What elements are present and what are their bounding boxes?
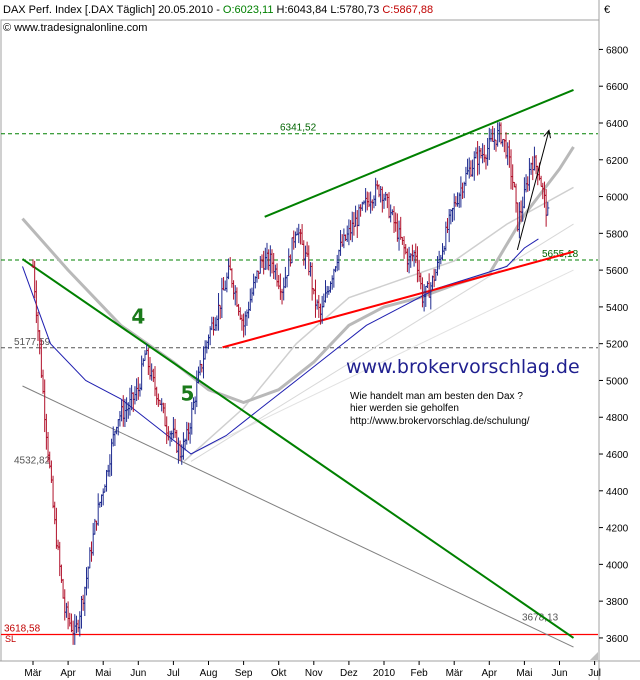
forecast-arrow [516, 130, 550, 251]
header-high-low: H:6043,84 L:5780,73 [273, 4, 382, 16]
time-axis-labels: Mär Apr Mai Jun Jul Aug Sep Okt Nov Dez 2010 Feb Mär… [24, 661, 601, 679]
level-label: 4532,82 [14, 455, 51, 466]
trend-line [21, 258, 575, 639]
note-line-1: Wie handelt man am besten den Dax ? [350, 391, 523, 402]
ma-gray-faint [190, 269, 574, 455]
level-label: 3618,58 [4, 624, 41, 635]
trend-lines [21, 88, 575, 648]
x-tick-label: Dez [340, 668, 358, 679]
header-title: DAX Perf. Index [.DAX Täglich] 20.05.201… [3, 4, 223, 16]
level-label: 6341,52 [280, 123, 317, 134]
wave-label: 5 [180, 382, 194, 406]
x-tick-label: Nov [305, 668, 323, 679]
trend-line [22, 385, 574, 648]
x-tick-label: Apr [60, 668, 76, 679]
arrow-head-icon [543, 129, 551, 139]
x-tick-label: Apr [482, 668, 498, 679]
y-tick-label: 4200 [606, 524, 629, 535]
x-tick-label: Mär [446, 668, 464, 679]
x-tick-label: Jul [167, 668, 180, 679]
y-tick-label: 5800 [606, 229, 629, 240]
chart-header: DAX Perf. Index [.DAX Täglich] 20.05.201… [3, 4, 433, 16]
y-tick-label: 4800 [606, 413, 629, 424]
note-line-2: hier werden sie geholfen [350, 403, 459, 414]
x-tick-label: Jul [588, 668, 601, 679]
y-tick-label: 4600 [606, 450, 629, 461]
price-axis-ticks: 3600 3800 4000 4200 4400 4600 4800 5000 5200 5400… [599, 45, 629, 645]
x-tick-label: Feb [410, 668, 428, 679]
wave-label: 4 [131, 304, 145, 328]
x-tick-label: Jun [130, 668, 146, 679]
y-tick-label: 4000 [606, 560, 629, 571]
ma-gray-mid [183, 186, 574, 462]
y-tick-label: 6600 [606, 82, 629, 93]
note-line-3: http://www.brokervorschlag.de/schulung/ [350, 416, 530, 427]
y-tick-label: 3800 [606, 597, 629, 608]
resize-grip-icon[interactable] [590, 652, 598, 660]
y-tick-label: 5000 [606, 376, 629, 387]
x-tick-label: Okt [271, 668, 287, 679]
header-open: O:6023,11 [223, 4, 274, 16]
trend-line [222, 250, 574, 349]
x-tick-label: Jun [551, 668, 567, 679]
header-close: C:5867,88 [382, 4, 433, 16]
x-tick-label: Mai [516, 668, 532, 679]
y-tick-label: 4400 [606, 487, 629, 498]
y-tick-label: 6800 [606, 45, 629, 56]
y-tick-label: 6400 [606, 119, 629, 130]
trend-line [264, 88, 574, 218]
y-tick-label: 6200 [606, 156, 629, 167]
level-label: 3678,13 [522, 613, 559, 624]
level-label: 5177,59 [14, 337, 51, 348]
x-tick-label: Aug [200, 668, 218, 679]
x-tick-label: Mär [24, 668, 42, 679]
ma-blue [22, 238, 539, 455]
x-tick-label: Sep [235, 668, 253, 679]
stop-loss-label: SL [5, 634, 16, 644]
x-tick-label: 2010 [373, 668, 396, 679]
currency-label: € [604, 4, 610, 16]
price-bars [31, 122, 550, 645]
y-tick-label: 5400 [606, 303, 629, 314]
annotations: 45 [131, 129, 551, 406]
y-tick-label: 3600 [606, 634, 629, 645]
source-credit: © www.tradesignalonline.com [3, 22, 147, 34]
x-tick-label: Mai [95, 668, 111, 679]
y-tick-label: 6000 [606, 193, 629, 204]
brand-text: www.brokervorschlag.de [346, 356, 580, 378]
y-tick-label: 5200 [606, 340, 629, 351]
y-tick-label: 5600 [606, 266, 629, 277]
